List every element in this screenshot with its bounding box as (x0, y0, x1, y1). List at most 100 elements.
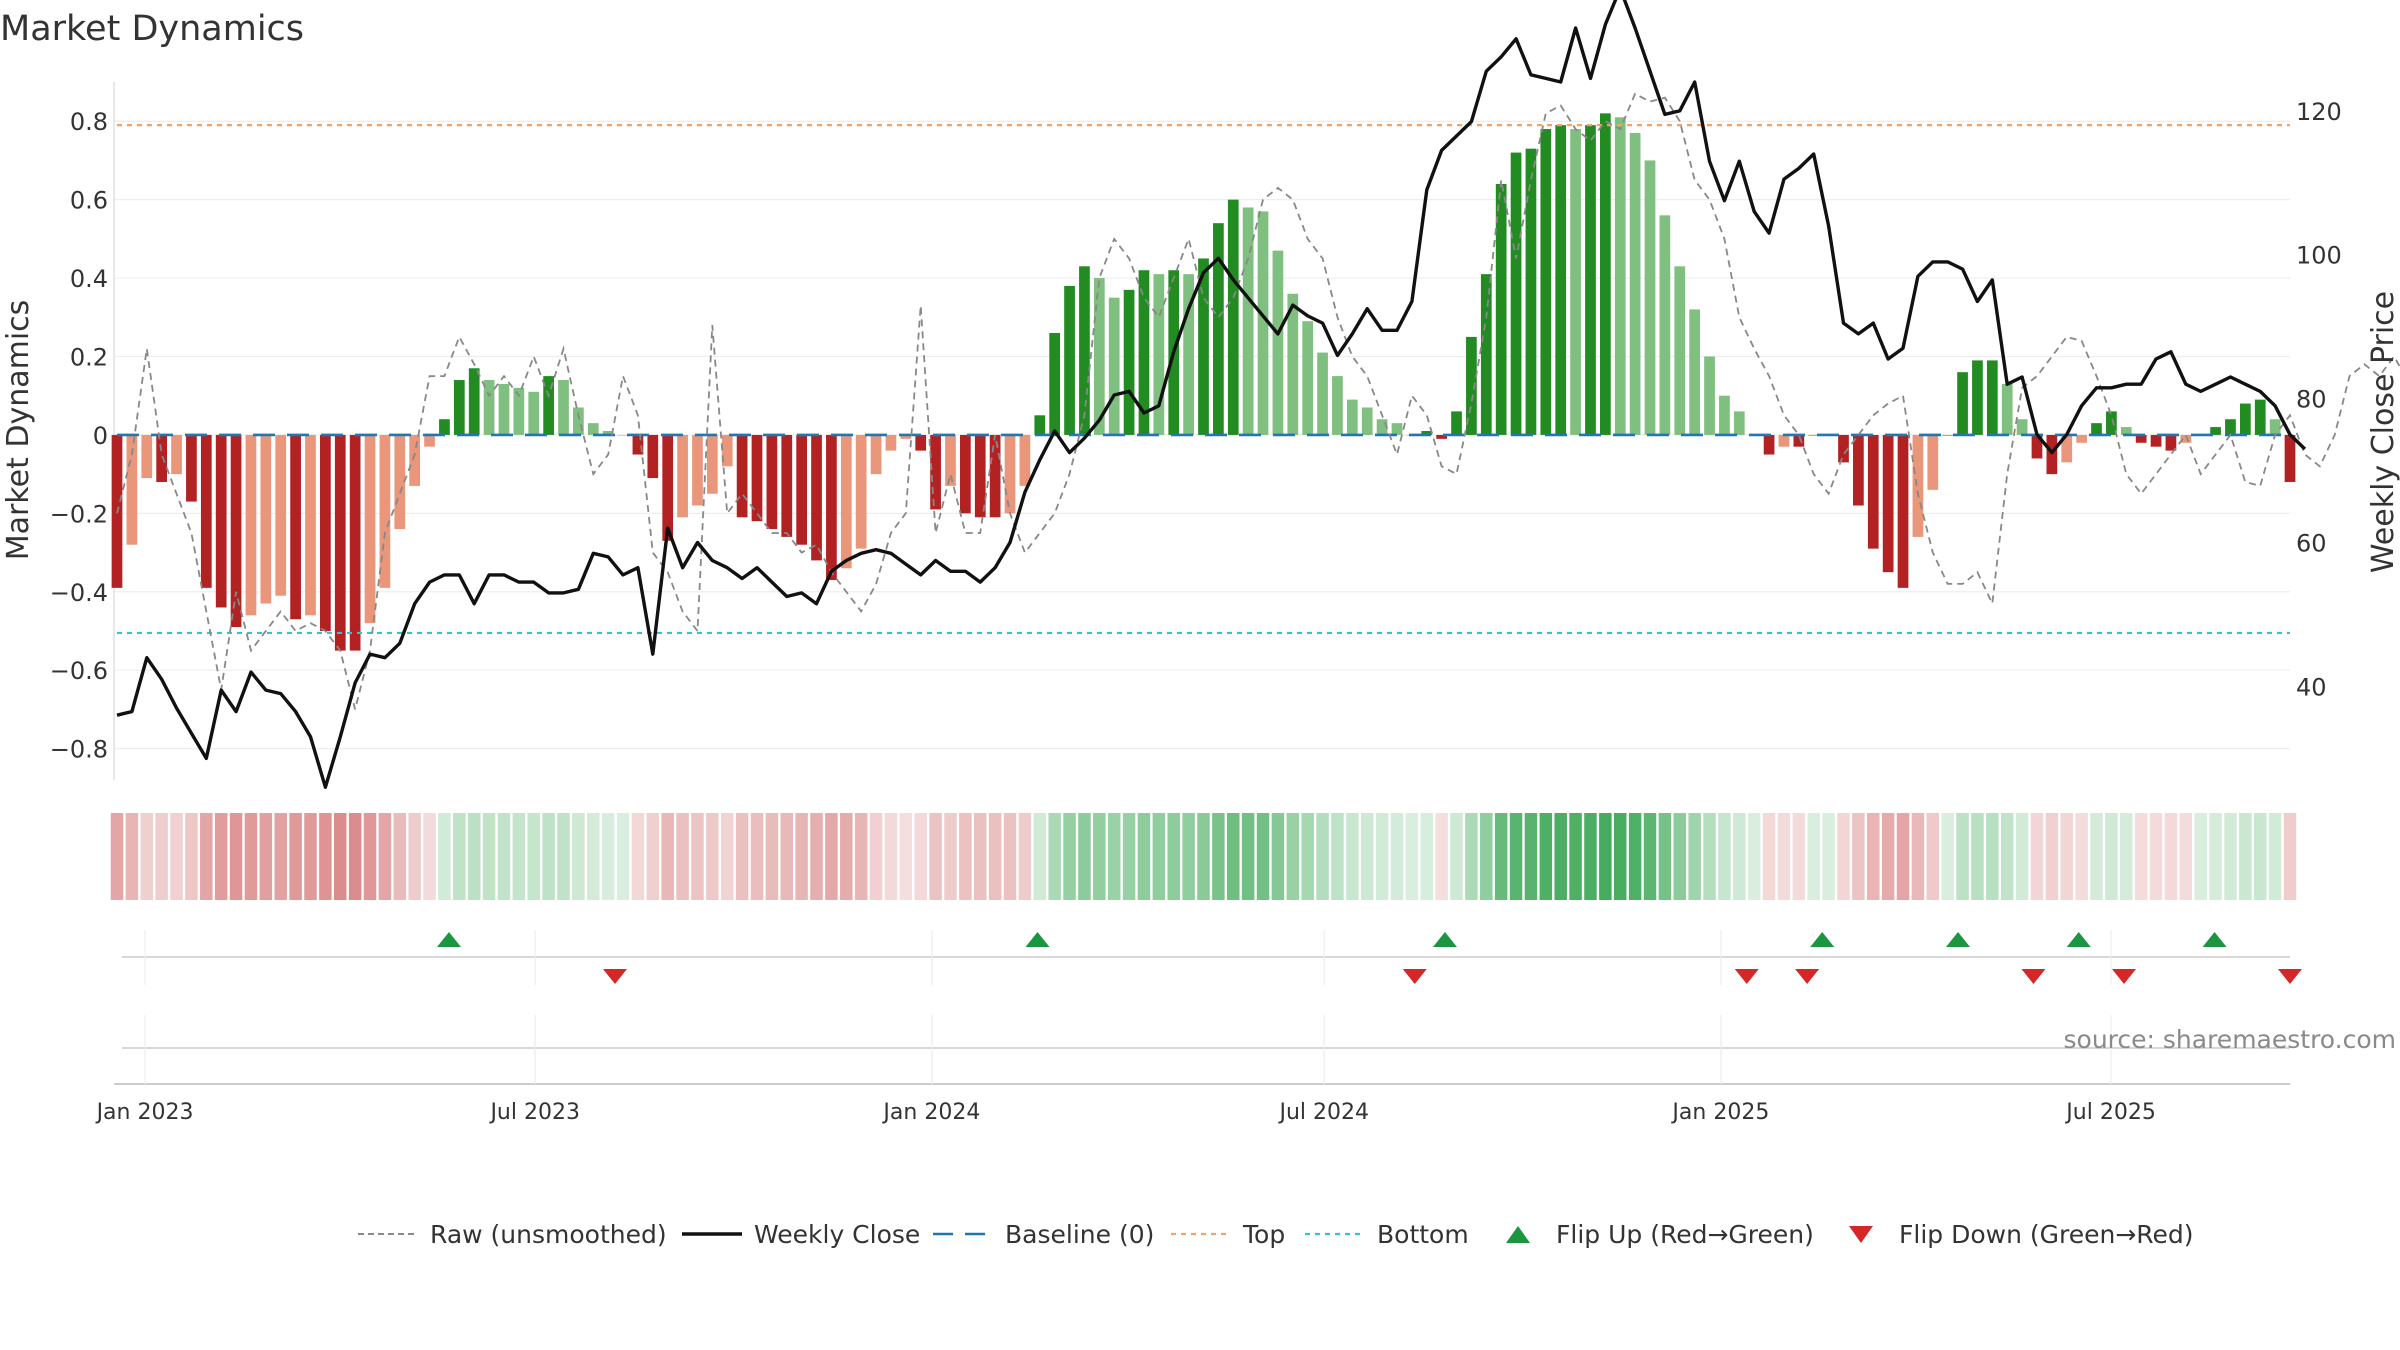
regime-cell (765, 813, 779, 900)
flip-down-marker (1402, 969, 1427, 984)
regime-cell (1986, 813, 1999, 900)
y2-tick-label: 100 (2296, 242, 2342, 270)
bar (989, 434, 1001, 518)
bar (945, 434, 956, 486)
bar (141, 434, 153, 479)
bar (1064, 285, 1075, 435)
flip-markers (436, 932, 2302, 984)
y2-axis-label: Weekly Close Price (2366, 291, 2400, 573)
bar (870, 434, 882, 475)
regime-cell (1896, 813, 1910, 900)
regime-cell (2209, 813, 2222, 900)
bar (1466, 336, 1477, 435)
bar (677, 434, 688, 518)
regime-cell (840, 813, 853, 900)
legend-label: Top (1242, 1220, 1285, 1249)
bar (126, 434, 138, 545)
bar (721, 434, 733, 467)
y-tick-label: 0.4 (70, 265, 108, 293)
bars-group (111, 113, 2296, 651)
bar (1019, 434, 1031, 486)
bar (1227, 199, 1239, 435)
regime-cell (1643, 813, 1657, 900)
raw-unsmoothed-line (116, 92, 2400, 710)
regime-cell (795, 813, 808, 900)
regime-cell (348, 813, 362, 900)
date-tick-label: Jan 2024 (881, 1100, 980, 1125)
main-panel: 0.8 0.6 0.4 0.2 0 −0.2 −0.4 −0.6 −0.8 120 100 80 60… (1, 0, 2400, 789)
regime-cell (155, 813, 168, 900)
bar (2091, 423, 2102, 435)
bar (468, 368, 480, 435)
regime-cell (512, 813, 526, 900)
regime-cell (2060, 813, 2073, 900)
regime-cell (587, 813, 600, 900)
legend-label: Baseline (0) (1005, 1220, 1154, 1249)
bar (974, 434, 986, 518)
regime-cell (1420, 813, 1434, 900)
regime-cell (2000, 813, 2014, 900)
bar (885, 434, 897, 451)
bar (1361, 407, 1373, 435)
regime-cell (2105, 813, 2118, 900)
flip-down-marker (2278, 969, 2302, 984)
bar (1957, 372, 1968, 435)
regime-cell (2224, 813, 2237, 900)
bar (409, 434, 421, 486)
y2-tick-label: 80 (2296, 386, 2327, 414)
bar (1599, 113, 1611, 435)
bar (379, 434, 391, 588)
bar (186, 434, 197, 502)
bar (1555, 125, 1567, 435)
bar (2031, 434, 2043, 459)
date-grid (144, 1015, 2112, 1084)
bar (692, 434, 703, 506)
regime-cell (1390, 813, 1404, 900)
regime-cell (467, 813, 481, 900)
regime-cell (1450, 813, 1463, 900)
bar (1778, 434, 1790, 447)
regime-cell (661, 813, 674, 900)
regime-cell (884, 813, 898, 900)
bar (543, 376, 554, 435)
regime-cell (170, 813, 183, 900)
bar (528, 391, 540, 435)
regime-cell (110, 813, 124, 900)
bar (2135, 434, 2147, 443)
bar (1719, 395, 1730, 435)
bar (364, 434, 376, 624)
bar (1763, 434, 1775, 455)
regime-cell (1018, 813, 1032, 900)
bar (840, 434, 852, 569)
bar (960, 434, 971, 514)
regime-cell (973, 813, 987, 900)
regime-cell (482, 813, 496, 900)
regime-strip (110, 813, 2297, 900)
bar (1897, 434, 1909, 588)
bar (2106, 411, 2117, 435)
regime-cell (1881, 813, 1895, 900)
legend-label: Weekly Close (754, 1220, 920, 1249)
bar (305, 434, 316, 616)
bar (781, 434, 793, 537)
bar (1733, 411, 1745, 435)
date-panel: Jan 2023 Jul 2023 Jan 2024 Jul 2024 Jan 2025… (95, 1015, 2396, 1125)
regime-cell (929, 813, 942, 900)
regime-cell (1271, 813, 1285, 900)
regime-cell (854, 813, 868, 900)
bar (1317, 352, 1328, 435)
bar (156, 434, 168, 482)
regime-cell (453, 813, 466, 900)
bar (230, 434, 242, 628)
y-axis-ticks: 0.8 0.6 0.4 0.2 0 −0.2 −0.4 −0.6 −0.8 (50, 108, 108, 763)
bar (1495, 183, 1507, 435)
regime-cell (2164, 813, 2178, 900)
regime-cell (646, 813, 660, 900)
flip-down-marker (2021, 969, 2046, 984)
bar (334, 434, 346, 651)
bar (1287, 293, 1299, 435)
y-tick-label: 0.6 (70, 187, 108, 215)
legend-flip-up-icon (1506, 1226, 1530, 1243)
bar (1525, 148, 1537, 435)
